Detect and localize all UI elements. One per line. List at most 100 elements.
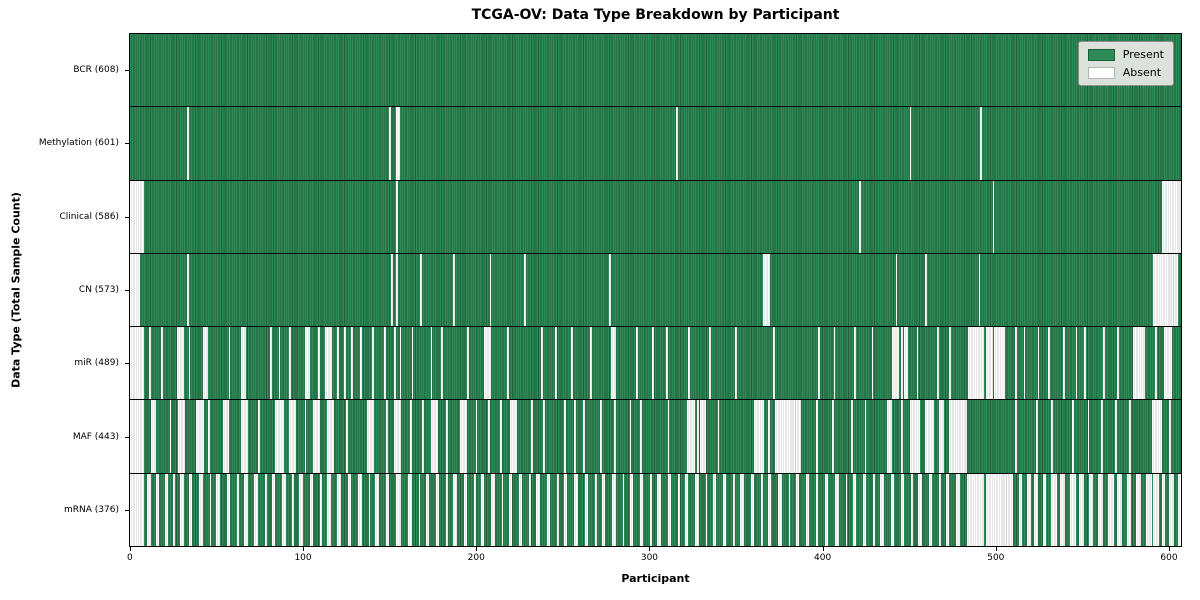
plot-area: Present Absent	[129, 33, 1182, 547]
absent-run	[1163, 327, 1173, 400]
absent-run	[652, 327, 654, 400]
absent-run	[536, 473, 540, 546]
absent-run	[956, 473, 960, 546]
absent-run	[1051, 400, 1054, 473]
absent-run	[1108, 473, 1114, 546]
absent-run	[264, 473, 267, 546]
absent-run	[600, 400, 602, 473]
absent-run	[318, 327, 321, 400]
absent-run	[188, 327, 191, 400]
legend-swatch-absent-icon	[1087, 66, 1115, 79]
absent-run	[629, 473, 634, 546]
absent-run	[873, 473, 876, 546]
absent-run	[555, 327, 557, 400]
absent-run	[938, 473, 941, 546]
heatmap-row-maf	[130, 400, 1181, 474]
absent-run	[900, 473, 905, 546]
absent-run	[695, 473, 699, 546]
absent-run	[408, 473, 412, 546]
absent-run	[601, 473, 606, 546]
absent-run	[667, 400, 670, 473]
absent-run	[1103, 327, 1105, 400]
absent-run	[487, 400, 490, 473]
absent-run	[589, 327, 592, 400]
absent-run	[900, 327, 903, 400]
absent-run	[446, 400, 449, 473]
absent-run	[1051, 473, 1057, 546]
absent-run	[130, 400, 144, 473]
absent-run	[774, 400, 801, 473]
absent-run	[453, 253, 455, 327]
x-tick-label: 300	[640, 553, 659, 563]
absent-run	[359, 327, 362, 400]
absent-run	[344, 327, 347, 400]
absent-run	[1018, 473, 1022, 546]
absent-run	[375, 473, 379, 546]
absent-run	[130, 327, 144, 400]
absent-run	[639, 400, 642, 473]
absent-run	[223, 400, 229, 473]
absent-run	[237, 473, 239, 546]
y-tick-label-methylation: Methylation (601)	[38, 138, 119, 149]
x-axis-ticks: 0 100 200 300 400 500 600	[127, 547, 1182, 567]
absent-run	[1161, 180, 1181, 253]
absent-run	[880, 473, 884, 546]
absent-run	[892, 327, 900, 400]
absent-run	[176, 327, 184, 400]
absent-run	[608, 253, 611, 327]
absent-run	[391, 253, 393, 327]
absent-run	[1177, 473, 1181, 546]
absent-run	[1063, 327, 1066, 400]
absent-run	[925, 253, 927, 327]
absent-run	[275, 400, 284, 473]
absent-run	[460, 400, 468, 473]
absent-run	[1035, 400, 1038, 473]
absent-run	[816, 473, 818, 546]
absent-run	[629, 400, 632, 473]
absent-run	[518, 473, 523, 546]
absent-run	[270, 327, 272, 400]
absent-run	[717, 400, 720, 473]
x-tick-mark	[995, 547, 997, 551]
absent-run	[130, 180, 144, 253]
absent-run	[410, 400, 412, 473]
absent-run	[750, 473, 755, 546]
absent-run	[150, 400, 156, 473]
absent-run	[484, 327, 492, 400]
absent-run	[864, 400, 867, 473]
absent-run	[1146, 473, 1152, 546]
absent-run	[325, 327, 333, 400]
absent-run	[524, 253, 526, 327]
x-tick-label: 100	[294, 553, 312, 563]
absent-run	[614, 400, 616, 473]
absent-run	[574, 400, 576, 473]
absent-run	[480, 473, 485, 546]
absent-run	[529, 473, 532, 546]
absent-run	[994, 327, 1005, 400]
absent-run	[667, 473, 672, 546]
absent-run	[1034, 473, 1038, 546]
absent-run	[180, 473, 184, 546]
absent-run	[169, 400, 172, 473]
absent-run	[304, 400, 307, 473]
absent-run	[278, 327, 281, 400]
x-tick-label: 600	[1160, 553, 1178, 563]
x-tick-label: 400	[814, 553, 832, 563]
absent-run	[650, 473, 653, 546]
absent-run	[688, 327, 691, 400]
absent-run	[453, 473, 457, 546]
heatmap-rows-layer	[130, 34, 1181, 546]
absent-run	[430, 400, 438, 473]
absent-run	[531, 400, 533, 473]
absent-run	[1101, 400, 1104, 473]
absent-run	[686, 400, 696, 473]
absent-run	[831, 400, 834, 473]
absent-run	[1115, 400, 1118, 473]
absent-run	[543, 400, 545, 473]
absent-run	[904, 327, 908, 400]
absent-run	[773, 327, 775, 400]
y-tick-mark	[125, 510, 129, 512]
y-axis-ticks: BCR (608) Methylation (601) Clinical (586)…	[0, 33, 129, 547]
absent-run	[422, 400, 424, 473]
absent-run	[209, 473, 212, 546]
